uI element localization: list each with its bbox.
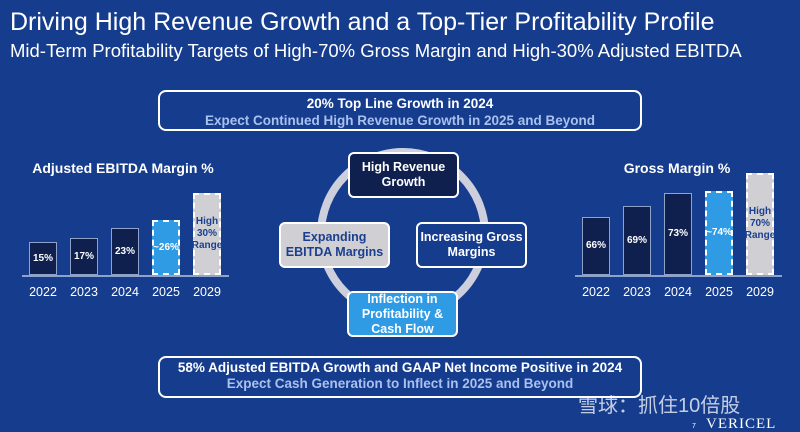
top-callout-headline: 20% Top Line Growth in 2024 xyxy=(306,96,494,111)
ebitda-year: 2023 xyxy=(70,285,98,299)
top-callout-subline: Expect Continued High Revenue Growth in … xyxy=(204,113,596,128)
vericel-logo: VERICEL xyxy=(706,416,777,432)
gross-year: 2029 xyxy=(746,285,774,299)
watermark: 雪球：抓住10倍股 xyxy=(578,395,741,417)
bottom-callout-subline: Expect Cash Generation to Inflect in 202… xyxy=(226,376,574,391)
gross-year: 2022 xyxy=(582,285,610,299)
gross-bar-2025: ~74% xyxy=(705,191,733,275)
ebitda-bar-2024: 23% xyxy=(111,228,139,275)
ebitda-bar-2022: 15% xyxy=(29,242,57,275)
cycle-node-revenue: High Revenue Growth xyxy=(348,152,459,198)
cycle-node-gross: Increasing Gross Margins xyxy=(416,222,527,268)
cycle-node-ebitda: Expanding EBITDA Margins xyxy=(279,222,390,268)
ebitda-year: 2025 xyxy=(152,285,180,299)
gross-bar-2024: 73% xyxy=(664,193,692,275)
gross-chart-title: Gross Margin % xyxy=(623,160,731,176)
gross-bar-2022: 66% xyxy=(582,217,610,275)
ebitda-bar-2023: 17% xyxy=(70,238,98,275)
ebitda-axis xyxy=(22,275,229,277)
cycle-node-inflection: Inflection in Profitability & Cash Flow xyxy=(347,291,458,337)
gross-axis xyxy=(575,275,782,277)
page-number: 7 xyxy=(692,423,696,430)
bottom-callout: 58% Adjusted EBITDA Growth and GAAP Net … xyxy=(158,356,642,398)
gross-year: 2023 xyxy=(623,285,651,299)
ebitda-year: 2029 xyxy=(193,285,221,299)
ebitda-bar-2029: High 30% Range xyxy=(192,193,222,275)
gross-bar-2029: High 70% Range xyxy=(745,173,775,275)
gross-year: 2025 xyxy=(705,285,733,299)
ebitda-year: 2024 xyxy=(111,285,139,299)
bottom-callout-headline: 58% Adjusted EBITDA Growth and GAAP Net … xyxy=(177,360,623,375)
top-callout: 20% Top Line Growth in 2024 Expect Conti… xyxy=(158,90,642,131)
page-subtitle: Mid-Term Profitability Targets of High-7… xyxy=(10,40,742,61)
page-title: Driving High Revenue Growth and a Top-Ti… xyxy=(10,8,715,36)
ebitda-chart-title: Adjusted EBITDA Margin % xyxy=(32,160,214,176)
gross-year: 2024 xyxy=(664,285,692,299)
gross-bar-2023: 69% xyxy=(623,206,651,275)
ebitda-year: 2022 xyxy=(29,285,57,299)
ebitda-bar-2025: ~26% xyxy=(152,220,180,275)
